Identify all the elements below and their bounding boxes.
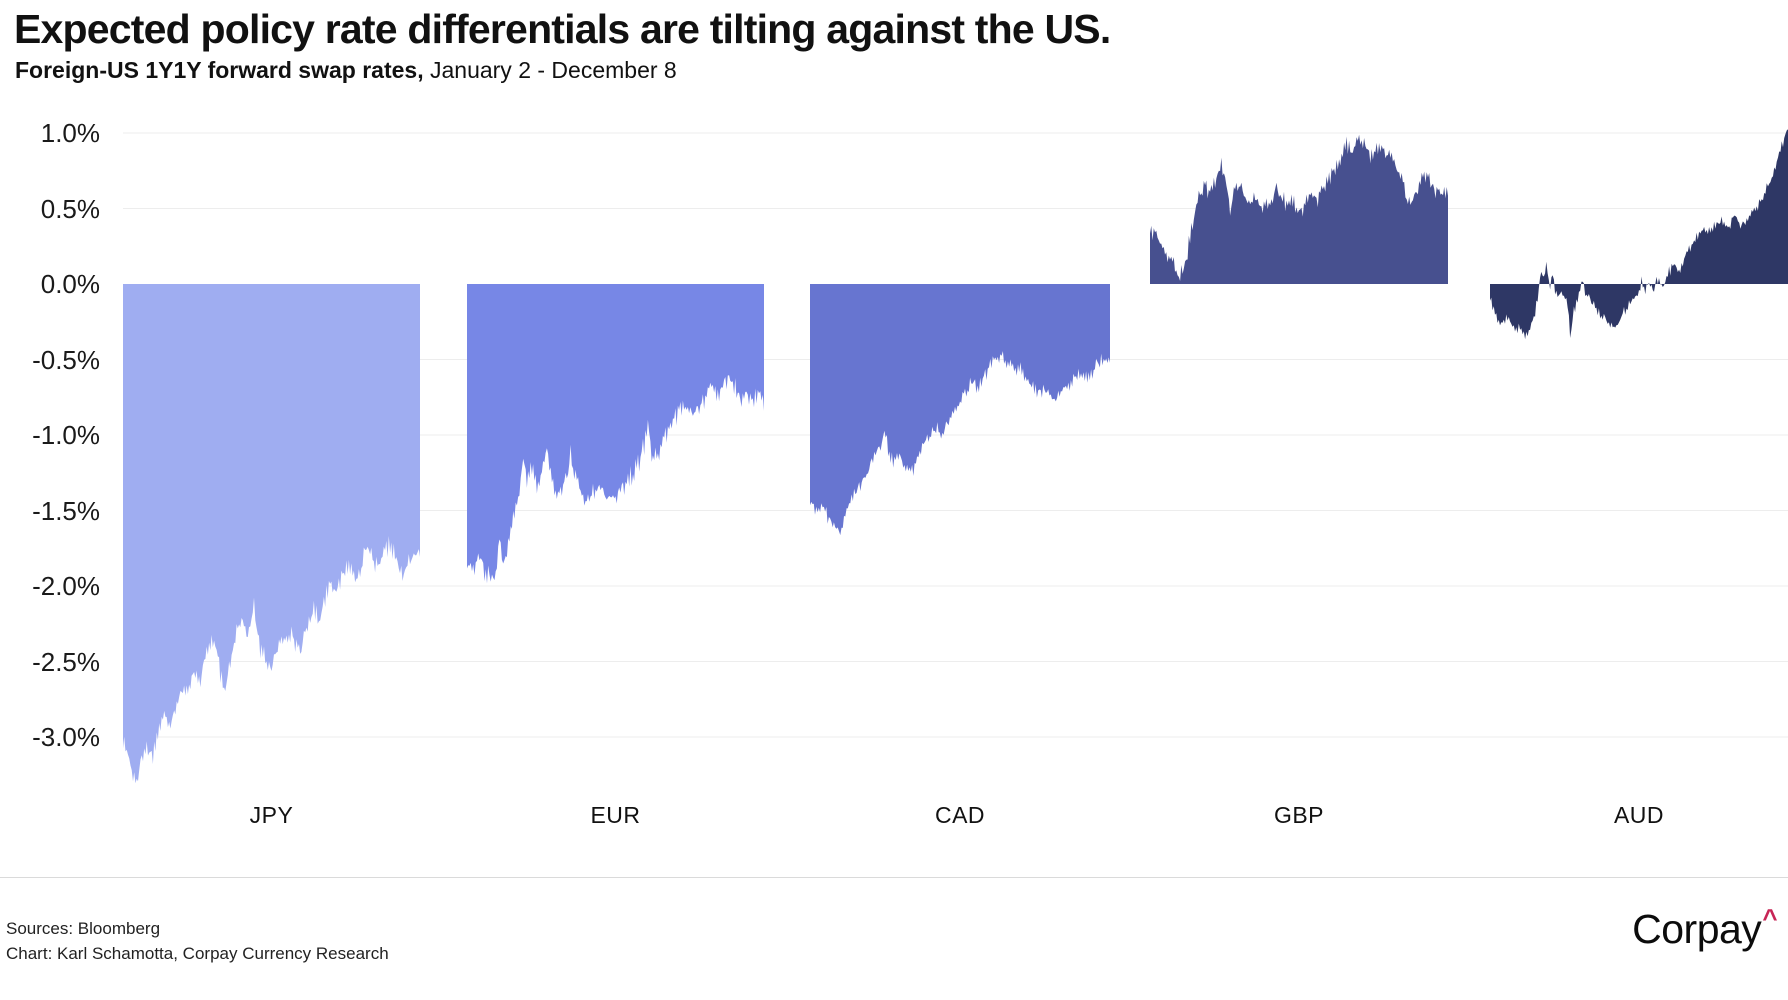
- panel-label-eur: EUR: [590, 802, 641, 828]
- area-jpy: [123, 284, 420, 784]
- y-tick-0.0: 0.0%: [40, 269, 100, 299]
- y-tick--0.5: -0.5%: [32, 344, 100, 375]
- area-gbp: [1150, 134, 1448, 284]
- y-tick-1.0: 1.0%: [40, 118, 100, 148]
- y-tick--1.5: -1.5%: [32, 495, 100, 526]
- area-cad: [810, 284, 1110, 536]
- area-series-group: [123, 129, 1788, 784]
- y-tick--3.0: -3.0%: [32, 722, 100, 752]
- y-tick--2.0: -2.0%: [32, 571, 100, 601]
- y-tick--2.5: -2.5%: [32, 646, 100, 677]
- panel-label-jpy: JPY: [249, 802, 294, 828]
- corpay-logo-caret-icon: ^: [1762, 903, 1777, 933]
- subtitle-date-range: January 2 - December 8: [423, 57, 677, 83]
- panel-label-cad: CAD: [934, 802, 986, 828]
- footer-divider: [0, 877, 1788, 878]
- chart-credit-line: Chart: Karl Schamotta, Corpay Currency R…: [6, 944, 389, 963]
- area-aud: [1490, 129, 1788, 340]
- corpay-logo: Corpay^: [1632, 903, 1777, 953]
- subtitle-bold-part: Foreign-US 1Y1Y forward swap rates,: [15, 57, 424, 83]
- page-title: Expected policy rate differentials are t…: [14, 6, 1111, 52]
- chart-subtitle: Foreign-US 1Y1Y forward swap rates, Janu…: [15, 57, 677, 84]
- corpay-logo-text: Corpay: [1632, 906, 1762, 952]
- footer-credits: Sources: Bloomberg Chart: Karl Schamotta…: [6, 916, 389, 966]
- area-eur: [467, 284, 764, 584]
- sources-line: Sources: Bloomberg: [6, 919, 161, 938]
- panel-label-gbp: GBP: [1273, 802, 1325, 828]
- panel-label-aud: AUD: [1613, 802, 1665, 828]
- y-tick-0.5: 0.5%: [40, 193, 100, 224]
- y-tick--1.0: -1.0%: [32, 420, 100, 450]
